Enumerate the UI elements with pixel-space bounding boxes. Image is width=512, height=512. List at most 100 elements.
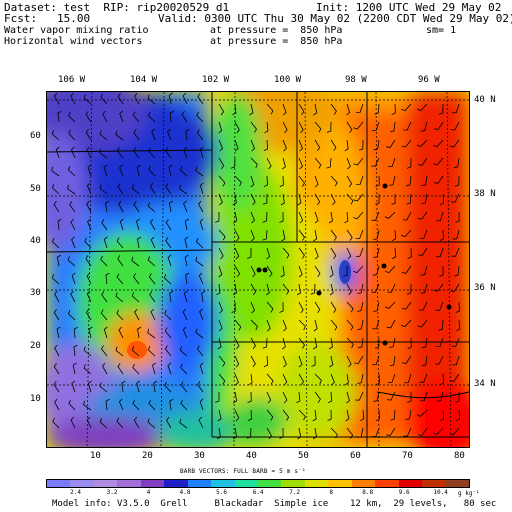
wind-barb <box>406 283 412 295</box>
wind-barb <box>310 283 316 295</box>
wind-barb <box>282 409 290 421</box>
wind-barb <box>165 218 172 231</box>
wind-barb <box>232 427 238 440</box>
wind-barb <box>330 103 337 115</box>
wind-barb <box>375 175 380 187</box>
wind-barb <box>387 283 396 293</box>
wind-barb <box>266 103 274 115</box>
wind-barb <box>133 416 140 429</box>
wind-barb <box>51 130 60 141</box>
wind-barb <box>282 355 287 368</box>
wind-barb <box>389 175 396 186</box>
wind-barb <box>391 247 397 260</box>
y-tick: 40 <box>30 236 41 246</box>
wind-barb <box>169 398 174 411</box>
wind-barb <box>51 274 60 285</box>
wind-barb <box>401 265 412 274</box>
wind-barb <box>417 157 428 166</box>
wind-barb <box>330 139 337 152</box>
wind-barb <box>266 427 272 440</box>
wind-barb <box>163 273 172 285</box>
wind-barb <box>452 355 460 366</box>
x-tick: 40 <box>246 451 257 461</box>
wind-barb <box>133 273 140 285</box>
wind-barb <box>68 111 76 123</box>
wind-barb <box>234 409 240 422</box>
wind-barb <box>54 290 60 303</box>
wind-barb <box>57 110 62 123</box>
wind-barb <box>438 319 444 331</box>
wind-barb <box>262 193 268 205</box>
wind-barb <box>105 398 110 411</box>
wind-barb <box>195 256 204 267</box>
wind-barb <box>136 218 140 231</box>
wind-barb <box>165 237 172 249</box>
wind-barb <box>87 380 92 393</box>
wind-barb <box>453 157 460 169</box>
wind-barb <box>102 110 108 123</box>
colorbar-label: 10.4 <box>433 489 448 496</box>
wind-barb <box>183 290 188 303</box>
wind-barb <box>132 363 140 375</box>
wind-barb <box>263 175 268 188</box>
wind-barb <box>416 409 428 417</box>
wind-barb <box>70 218 76 231</box>
wind-barb <box>180 165 188 177</box>
wind-barb <box>179 184 188 195</box>
wind-barb <box>420 391 428 402</box>
wind-barb <box>357 373 364 384</box>
wind-barb <box>132 399 140 411</box>
wind-barb <box>132 111 140 123</box>
wind-barb <box>384 211 396 219</box>
wind-barb <box>402 355 412 364</box>
field1-label: Water vapor mixing ratio <box>4 25 149 36</box>
wind-barb <box>298 409 306 421</box>
wind-barb <box>164 345 172 357</box>
wind-barb <box>250 139 255 152</box>
wind-barb <box>117 363 124 375</box>
wind-barb <box>401 139 412 148</box>
wind-barb <box>314 391 321 403</box>
wind-barb <box>312 427 317 440</box>
wind-barb <box>87 164 92 177</box>
wind-barb <box>148 273 156 285</box>
wind-barb <box>326 157 332 169</box>
colorbar-label: 4.8 <box>179 489 191 496</box>
wind-barb <box>117 183 124 195</box>
colorbar-swatch <box>70 480 94 487</box>
wind-barb <box>119 110 124 123</box>
wind-barb <box>247 409 252 421</box>
wind-barb <box>179 418 188 429</box>
wind-barb <box>371 211 380 221</box>
wind-barb <box>85 308 92 321</box>
wind-barb <box>297 427 302 440</box>
wind-barb <box>105 200 110 213</box>
wind-barb <box>234 265 241 278</box>
wind-barb <box>234 139 239 152</box>
wind-barb <box>298 301 304 314</box>
wind-barb <box>234 373 239 386</box>
wind-barb <box>314 247 319 260</box>
wind-barb <box>53 362 60 375</box>
wind-barb <box>355 175 364 185</box>
wind-barb <box>452 229 460 240</box>
wind-barb <box>389 355 396 367</box>
wind-barb <box>218 247 224 260</box>
wind-barb <box>354 355 364 365</box>
wind-barb <box>87 218 92 231</box>
wind-barb <box>266 301 274 313</box>
wind-barb <box>56 326 61 339</box>
wind-barb <box>148 111 156 123</box>
wind-barb <box>282 103 287 116</box>
wind-barb <box>137 326 142 339</box>
wind-barb <box>199 218 204 231</box>
wind-barb <box>218 103 225 116</box>
wind-barb <box>56 254 62 267</box>
wind-barb <box>52 417 60 429</box>
wind-barb <box>298 103 305 116</box>
wind-barb <box>454 175 460 187</box>
wind-barb <box>73 326 78 339</box>
wind-barb <box>134 308 140 321</box>
wind-barb <box>421 355 428 367</box>
field1-pressure: at pressure = 850 hPa <box>210 25 343 36</box>
